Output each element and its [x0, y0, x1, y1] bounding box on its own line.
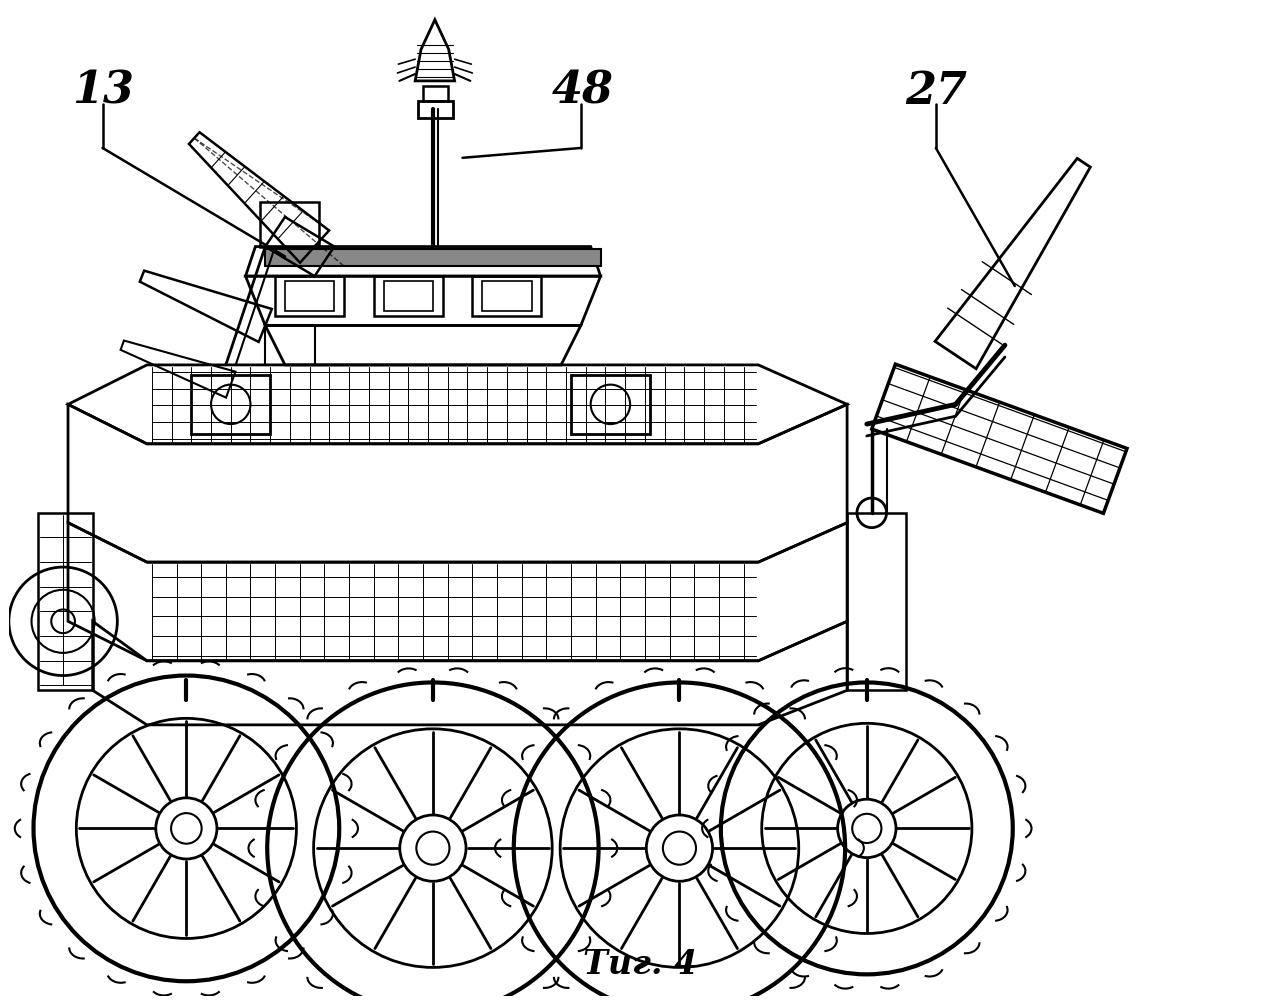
- Text: 13: 13: [73, 69, 134, 112]
- Text: Τиг. 4: Τиг. 4: [582, 947, 698, 980]
- Bar: [571, 375, 650, 434]
- Bar: [483, 282, 531, 311]
- Bar: [384, 282, 433, 311]
- Bar: [191, 375, 270, 434]
- Bar: [424, 86, 448, 101]
- Bar: [285, 282, 334, 311]
- Bar: [260, 203, 320, 248]
- Bar: [419, 101, 453, 119]
- Bar: [472, 277, 541, 316]
- Bar: [265, 250, 600, 267]
- Bar: [374, 277, 443, 316]
- Bar: [275, 277, 344, 316]
- Text: 48: 48: [552, 69, 614, 112]
- Text: 27: 27: [906, 69, 968, 112]
